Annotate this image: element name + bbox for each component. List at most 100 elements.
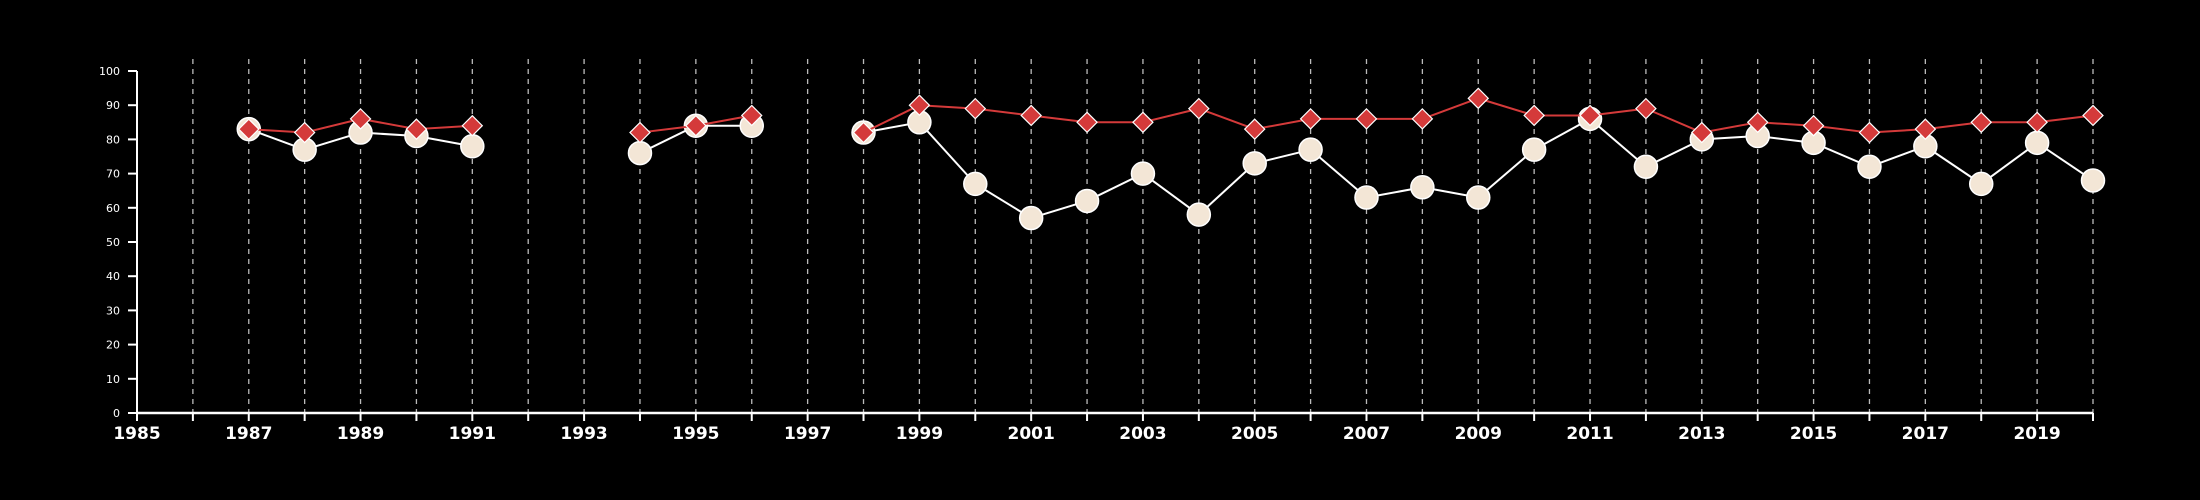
vertical-gridlines <box>192 59 2094 413</box>
x-tick-label-2001: 2001 <box>1008 424 1055 444</box>
series-2-point-2008 <box>1411 108 1434 130</box>
x-tick-label-2019: 2019 <box>2013 424 2060 444</box>
y-tick-label-10: 10 <box>106 373 120 386</box>
series-2-point-2013 <box>1690 121 1713 144</box>
x-tick-label-1987: 1987 <box>225 424 272 444</box>
x-tick-label-1995: 1995 <box>672 424 719 444</box>
series-2-point-1990 <box>405 118 428 140</box>
series-1-point-2006 <box>1298 137 1323 162</box>
series-2-point-1999 <box>908 94 931 117</box>
y-tick-label-90: 90 <box>106 99 120 112</box>
x-tick-label-1991: 1991 <box>449 424 496 444</box>
axes: 0 10 20 30 40 50 60 70 80 90 100 1985 1987 1989 1991 19… <box>99 65 2094 444</box>
series-1-point-2018 <box>1968 171 1994 197</box>
series-2-segment-1998 <box>863 104 920 134</box>
series-2-point-1991 <box>461 114 484 137</box>
series-2-point-2002 <box>1076 111 1098 134</box>
series-1-point-2009 <box>1466 185 1491 210</box>
series-2-segment-1989 <box>360 117 417 131</box>
series-2-point-1987 <box>237 118 260 140</box>
x-tick-label-2003: 2003 <box>1119 424 1166 444</box>
series-1-point-2000 <box>963 171 988 197</box>
x-tick-label-2007: 2007 <box>1343 424 1390 444</box>
series-1-point-2016 <box>1857 154 1882 180</box>
y-tick-label-0: 0 <box>113 407 120 420</box>
series-1-segment-2011 <box>1589 118 1647 168</box>
series-1-segment-2009 <box>1477 148 1535 199</box>
series-2-point-2015 <box>1802 114 1825 137</box>
x-tick-label-2009: 2009 <box>1455 424 1502 444</box>
y-tick-label-30: 30 <box>106 304 120 317</box>
series-2-point-2009 <box>1467 87 1490 110</box>
series-2-point-1995 <box>685 114 707 137</box>
series-1-point-2012 <box>1633 154 1659 180</box>
x-tick-label-2015: 2015 <box>1790 424 1837 444</box>
y-tick-label-100: 100 <box>99 65 120 78</box>
series-1-point-2005 <box>1242 151 1267 176</box>
x-tick-label-2013: 2013 <box>1678 424 1725 444</box>
series-2-segment-2012 <box>1645 107 1703 134</box>
series-2 <box>237 87 2104 144</box>
series-1-point-2010 <box>1521 137 1547 162</box>
x-tick-label-1985: 1985 <box>113 424 160 444</box>
series-1-point-1991 <box>460 133 485 159</box>
series-2-point-1988 <box>293 121 316 144</box>
series-1-segment-1999 <box>918 121 977 185</box>
series-2-segment-1988 <box>304 117 361 134</box>
series-1-point-2003 <box>1130 161 1156 186</box>
y-tick-label-50: 50 <box>106 236 120 249</box>
series-2-point-1996 <box>740 104 763 127</box>
x-tick-label-2011: 2011 <box>1566 424 1613 444</box>
series-2-point-2011 <box>1579 104 1601 127</box>
x-tick-label-1999: 1999 <box>896 424 943 444</box>
series-2-point-2018 <box>1970 111 1993 134</box>
x-tick-label-1989: 1989 <box>337 424 384 444</box>
series-2-point-1994 <box>629 121 651 144</box>
series-2-point-2017 <box>1914 118 1937 140</box>
series-2-point-2005 <box>1243 118 1266 140</box>
series-2-segment-2008 <box>1422 97 1479 120</box>
series-1-point-2020 <box>2080 168 2106 193</box>
series-2-point-2006 <box>1299 108 1322 130</box>
x-tick-label-2017: 2017 <box>1902 424 1949 444</box>
x-tick-label-1993: 1993 <box>560 424 607 444</box>
series-1-point-2002 <box>1074 188 1100 214</box>
series-2-point-2012 <box>1635 97 1657 120</box>
y-tick-label-80: 80 <box>106 133 120 146</box>
series-2-segment-2013 <box>1701 121 1758 134</box>
series-2-point-2000 <box>964 97 987 120</box>
series-1-point-1994 <box>627 140 653 166</box>
series-1-point-2008 <box>1410 175 1435 200</box>
x-tick-label-1997: 1997 <box>784 424 831 444</box>
x-tick-label-2005: 2005 <box>1231 424 1278 444</box>
series-2-point-1989 <box>349 108 372 130</box>
y-tick-label-60: 60 <box>106 202 120 215</box>
series-layer <box>236 87 2106 231</box>
series-2-point-2001 <box>1020 104 1043 127</box>
y-tick-label-20: 20 <box>106 339 120 352</box>
series-1-segment-2004 <box>1198 162 1256 216</box>
series-1-point-2007 <box>1354 185 1379 210</box>
series-2-point-2007 <box>1355 108 1378 130</box>
series-2-segment-2003 <box>1142 107 1200 124</box>
y-tick-label-70: 70 <box>106 168 120 181</box>
series-1-point-2001 <box>1018 205 1044 231</box>
series-2-point-2019 <box>2026 111 2048 134</box>
series-2-point-2003 <box>1132 111 1154 134</box>
series-1-point-2019 <box>2024 130 2050 156</box>
series-2-point-2020 <box>2082 104 2104 127</box>
series-2-point-2004 <box>1187 97 1210 120</box>
series-1-point-2004 <box>1186 202 1212 227</box>
series-2-point-1998 <box>852 121 875 144</box>
series-2-point-2016 <box>1858 121 1881 144</box>
series-1-segment-2006 <box>1309 148 1368 199</box>
series-2-point-2014 <box>1746 111 1769 134</box>
series-2-point-2010 <box>1523 104 1545 127</box>
series-2-segment-2009 <box>1477 97 1535 117</box>
series-2-segment-2004 <box>1198 107 1256 131</box>
series-2-segment-1995 <box>695 114 752 127</box>
series-2-segment-2005 <box>1254 117 1311 131</box>
y-tick-label-40: 40 <box>106 270 120 283</box>
